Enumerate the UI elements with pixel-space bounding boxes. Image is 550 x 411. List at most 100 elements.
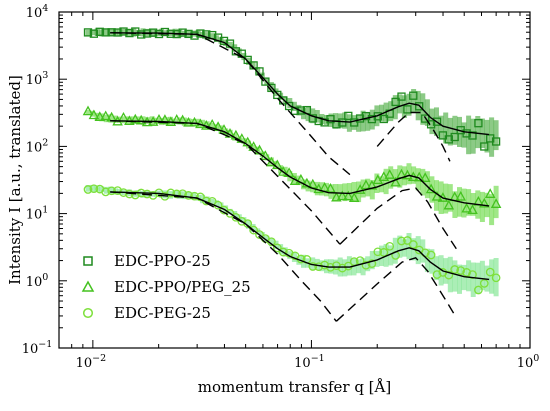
asymptote-low-q <box>110 120 341 245</box>
y-tick-label: 10−1 <box>22 339 53 357</box>
data-point-square <box>480 142 489 151</box>
data-point-circle <box>107 186 116 196</box>
data-point-circle <box>89 184 99 194</box>
legend: EDC-PPO-25 EDC-PPO/PEG_25 EDC-PEG-25 <box>81 252 251 322</box>
data-point-square <box>95 27 104 36</box>
legend-label: EDC-PEG-25 <box>114 304 211 322</box>
data-point-square <box>137 30 146 39</box>
data-point-square <box>101 28 110 37</box>
y-axis-title: Intensity I [a.u., translated] <box>6 75 24 285</box>
data-point-triangle <box>467 204 478 215</box>
data-point-triangle <box>248 141 259 151</box>
data-point-triangle <box>272 159 283 170</box>
data-point-triangle <box>88 109 100 120</box>
data-point-square <box>273 90 282 100</box>
data-point-triangle <box>419 172 431 182</box>
data-point-square <box>409 91 418 100</box>
legend-marker-square <box>83 256 93 266</box>
data-point-circle <box>172 189 182 199</box>
data-point-circle <box>196 192 205 202</box>
fit-lines <box>110 32 490 322</box>
data-point-square <box>491 137 501 146</box>
data-point-triangle <box>301 177 313 188</box>
data-point-square <box>474 119 483 128</box>
data-point-square <box>421 114 430 123</box>
data-point-square <box>290 106 300 115</box>
data-point-square <box>432 117 442 126</box>
data-point-triangle <box>325 182 336 193</box>
data-point-triangle <box>130 113 141 124</box>
data-point-square <box>468 131 477 140</box>
data-point-circle <box>361 260 371 270</box>
data-point-square <box>261 77 270 86</box>
legend-marker-triangle <box>81 280 95 292</box>
legend-marker-circle <box>82 307 94 319</box>
data-point-square <box>83 28 93 37</box>
data-point-triangle <box>354 184 366 194</box>
data-point-circle <box>373 247 383 257</box>
y-tick-label: 103 <box>26 70 49 88</box>
fit-line <box>110 32 490 136</box>
data-point-triangle <box>390 176 401 187</box>
data-point-triangle <box>94 111 106 121</box>
data-point-triangle <box>337 190 348 201</box>
data-point-circle <box>432 270 442 279</box>
data-point-triangle <box>490 198 502 208</box>
data-point-circle <box>479 279 489 288</box>
data-point-circle <box>485 267 495 277</box>
data-point-circle <box>408 240 418 249</box>
data-point-square <box>308 114 317 123</box>
y-tick-label: 102 <box>26 137 49 155</box>
data-point-circle <box>385 241 395 251</box>
data-point-circle <box>426 250 436 260</box>
axis-ticks <box>58 11 531 349</box>
legend-label: EDC-PPO/PEG_25 <box>114 278 251 296</box>
data-point-square <box>391 97 400 107</box>
data-point-circle <box>491 273 501 283</box>
data-point-circle <box>367 259 377 268</box>
data-point-triangle <box>331 191 342 202</box>
data-point-circle <box>166 188 176 198</box>
data-point-circle <box>320 260 329 270</box>
fit-line <box>110 191 490 281</box>
data-point-triangle <box>82 105 94 116</box>
asymptote-high-q <box>376 111 451 162</box>
data-point-square <box>379 114 388 124</box>
data-point-triangle <box>313 183 324 194</box>
data-point-circle <box>337 263 347 273</box>
data-point-square <box>296 106 306 115</box>
asymptote-low-q <box>110 191 337 322</box>
data-point-circle <box>379 248 389 257</box>
y-tick-label: 104 <box>26 3 49 21</box>
data-point-triangle <box>183 116 194 127</box>
data-point-square <box>444 135 453 144</box>
data-point-square <box>415 102 424 111</box>
data-point-triangle <box>484 188 496 198</box>
data-point-circle <box>237 216 247 226</box>
x-axis-title: momentum transfer q [Å] <box>198 378 391 396</box>
data-point-triangle <box>343 190 354 201</box>
data-point-square <box>119 27 128 36</box>
data-point-square <box>160 27 170 37</box>
data-point-circle <box>462 268 471 277</box>
data-point-triangle <box>135 114 147 125</box>
data-point-triangle <box>461 202 472 213</box>
data-point-circle <box>231 212 241 222</box>
data-point-circle <box>113 186 122 195</box>
y-tick-label: 101 <box>26 205 49 223</box>
data-point-triangle <box>455 190 466 201</box>
y-tick-label: 100 <box>26 272 49 290</box>
data-point-circle <box>278 247 288 257</box>
data-point-circle <box>190 191 199 201</box>
data-point-circle <box>397 236 406 246</box>
data-point-circle <box>83 185 93 194</box>
data-point-circle <box>450 265 460 274</box>
data-point-circle <box>255 230 264 239</box>
data-point-square <box>89 29 99 38</box>
data-point-square <box>202 30 211 39</box>
data-point-square <box>403 105 412 114</box>
data-point-square <box>326 115 335 124</box>
legend-label: EDC-PPO-25 <box>114 252 211 270</box>
data-point-circle <box>249 225 258 235</box>
